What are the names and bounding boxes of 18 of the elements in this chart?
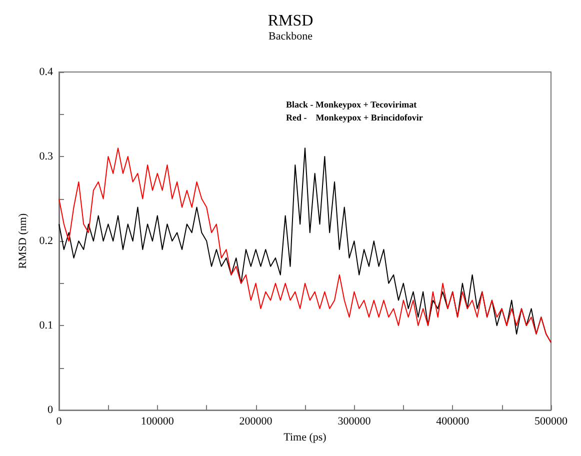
x-axis-title: Time (ps) xyxy=(284,432,327,444)
chart-subtitle: Backbone xyxy=(268,30,313,42)
x-tick-label: 500000 xyxy=(534,416,568,428)
y-tick-label: 0.2 xyxy=(39,235,53,248)
x-tick-label: 0 xyxy=(56,416,62,428)
y-tick-label: 0.1 xyxy=(39,320,53,332)
annotation: Red - Monkeypox + Brincidofovir xyxy=(286,112,423,122)
x-tick-label: 100000 xyxy=(140,416,174,428)
line-series xyxy=(58,148,552,343)
y-tick-label: 0.3 xyxy=(39,150,54,163)
y-tick-label: 0 xyxy=(48,404,54,416)
x-tick-label: 400000 xyxy=(436,416,470,428)
x-tick-label: 200000 xyxy=(239,416,273,428)
y-tick-label: 0.4 xyxy=(39,66,54,78)
chart-title: RMSD xyxy=(268,12,314,30)
x-tick-label: 300000 xyxy=(338,416,372,428)
annotation: Black - Monkeypox + Tecovirimat xyxy=(286,100,417,110)
y-axis-title: RMSD (nm) xyxy=(16,213,29,269)
